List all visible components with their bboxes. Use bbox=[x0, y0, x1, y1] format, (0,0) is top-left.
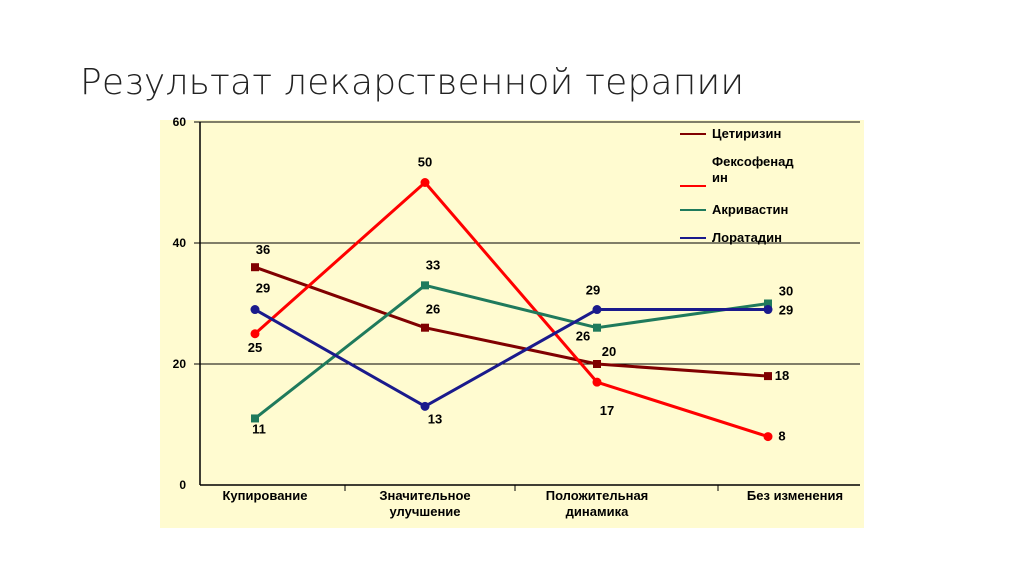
chart-axes bbox=[199, 122, 860, 491]
chart-gridlines bbox=[194, 121, 860, 365]
slide-title: Результат лекарственной терапии bbox=[80, 62, 745, 103]
data-label: 29 bbox=[256, 281, 270, 296]
data-label: 18 bbox=[775, 368, 789, 383]
data-point bbox=[592, 377, 602, 387]
y-tick-label: 20 bbox=[173, 357, 187, 371]
data-label: 33 bbox=[426, 257, 440, 272]
data-label: 50 bbox=[418, 155, 432, 170]
data-point bbox=[592, 305, 602, 315]
data-label: 36 bbox=[256, 242, 270, 257]
series-line bbox=[254, 308, 768, 408]
series-line bbox=[254, 283, 769, 420]
data-point bbox=[420, 401, 430, 411]
chart-legend: Цетиризин Фексофенад ин Акривастин Лоратадин bbox=[680, 126, 794, 245]
series-line bbox=[254, 265, 769, 378]
data-label: 30 bbox=[779, 284, 793, 299]
data-label: 29 bbox=[586, 283, 600, 298]
data-label: 29 bbox=[779, 303, 793, 318]
data-point bbox=[421, 323, 429, 332]
data-point bbox=[763, 432, 773, 442]
data-point bbox=[251, 414, 259, 423]
legend-label: Лоратадин bbox=[712, 230, 782, 245]
legend-label: Акривастин bbox=[712, 202, 788, 217]
y-tick-label: 0 bbox=[179, 478, 186, 492]
data-label: 26 bbox=[426, 302, 440, 317]
data-label: 13 bbox=[428, 411, 442, 426]
data-point bbox=[593, 360, 601, 368]
data-point bbox=[251, 263, 259, 272]
series-line bbox=[254, 181, 769, 439]
data-label: 17 bbox=[600, 403, 614, 418]
data-label: 8 bbox=[778, 429, 785, 444]
data-point bbox=[420, 178, 430, 187]
data-label: 20 bbox=[602, 344, 616, 359]
data-labels: 36 26 20 18 25 50 17 8 11 33 26 30 29 13 29 29 bbox=[248, 155, 793, 444]
x-axis-categories: Купирование Значительное улучшение Положите… bbox=[222, 488, 843, 519]
y-tick-label: 60 bbox=[173, 115, 187, 129]
data-point bbox=[764, 299, 772, 308]
data-label: 26 bbox=[576, 329, 590, 344]
x-category-label: Без изменения bbox=[747, 488, 843, 503]
legend-label: Цетиризин bbox=[712, 126, 781, 141]
y-tick-label: 40 bbox=[173, 236, 187, 250]
data-point bbox=[250, 305, 260, 315]
data-label: 11 bbox=[252, 421, 266, 436]
data-label: 25 bbox=[248, 340, 262, 355]
data-point bbox=[250, 329, 260, 339]
chart-background bbox=[160, 120, 864, 528]
y-axis-ticks: 0 20 40 60 bbox=[173, 115, 187, 492]
legend-label: Фексофенад ин bbox=[712, 154, 794, 185]
data-point bbox=[764, 372, 772, 381]
data-point bbox=[421, 281, 429, 290]
x-category-label: Положительная динамика bbox=[546, 488, 649, 519]
data-point bbox=[593, 323, 601, 332]
data-point bbox=[763, 305, 773, 315]
chart-series bbox=[250, 178, 773, 442]
x-category-label: Значительное улучшение bbox=[379, 488, 470, 519]
x-category-label: Купирование bbox=[222, 488, 307, 503]
